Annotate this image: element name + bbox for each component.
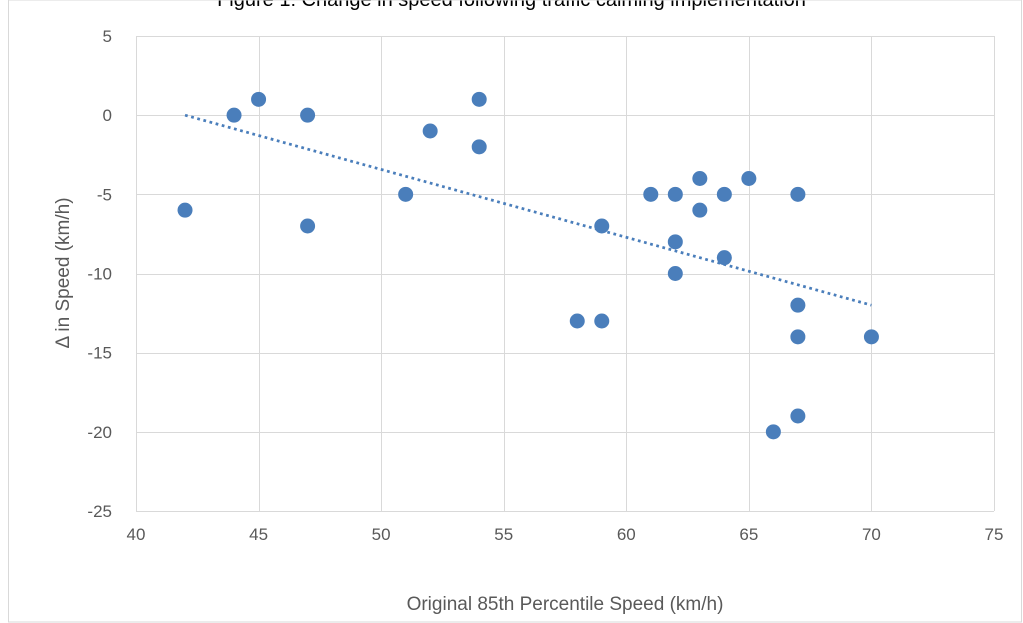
gridlines <box>136 36 995 512</box>
data-point <box>226 107 242 123</box>
data-point <box>471 91 487 107</box>
data-point <box>741 171 757 186</box>
y-tick-label: -20 <box>87 423 112 442</box>
data-point <box>471 139 487 155</box>
y-axis-title: Δ in Speed (km/h) <box>53 197 74 348</box>
chart-title: Figure 1: Change in speed following traf… <box>217 0 806 11</box>
data-point <box>667 234 683 250</box>
y-tick-label: -5 <box>97 185 112 204</box>
data-point <box>594 313 610 329</box>
y-tick-label: -10 <box>87 265 112 284</box>
data-point <box>716 186 732 202</box>
data-point <box>863 329 879 345</box>
y-tick-label: 0 <box>103 106 112 125</box>
x-tick-label: 40 <box>127 525 146 544</box>
y-tick-label: -15 <box>87 344 112 363</box>
data-point <box>398 186 414 202</box>
x-tick-label: 50 <box>372 525 391 544</box>
x-tick-label: 45 <box>249 525 268 544</box>
data-point <box>422 123 438 139</box>
data-point <box>569 313 585 329</box>
data-point <box>177 202 193 218</box>
data-point <box>667 266 683 281</box>
data-point <box>300 218 316 234</box>
x-tick-label: 70 <box>862 525 881 544</box>
data-point <box>667 186 683 202</box>
data-point <box>790 186 806 202</box>
data-point <box>300 107 316 123</box>
data-point <box>594 218 610 234</box>
data-point <box>790 297 806 313</box>
x-tick-label: 60 <box>617 525 636 544</box>
y-tick-label: 5 <box>103 27 112 46</box>
x-axis-title: Original 85th Percentile Speed (km/h) <box>407 594 724 615</box>
data-point <box>716 250 732 266</box>
data-point <box>643 186 659 202</box>
data-point <box>765 424 781 440</box>
chart-border <box>8 0 1022 623</box>
data-point <box>790 329 806 345</box>
data-point <box>692 202 708 218</box>
data-point <box>790 408 806 424</box>
data-point <box>692 171 708 186</box>
x-tick-label: 65 <box>739 525 758 544</box>
x-tick-label: 55 <box>494 525 513 544</box>
data-points <box>177 91 879 440</box>
trendline <box>184 113 872 307</box>
data-point <box>251 91 267 107</box>
y-tick-label: -25 <box>87 502 112 521</box>
trendline-group <box>184 113 872 307</box>
x-tick-label: 75 <box>985 525 1004 544</box>
